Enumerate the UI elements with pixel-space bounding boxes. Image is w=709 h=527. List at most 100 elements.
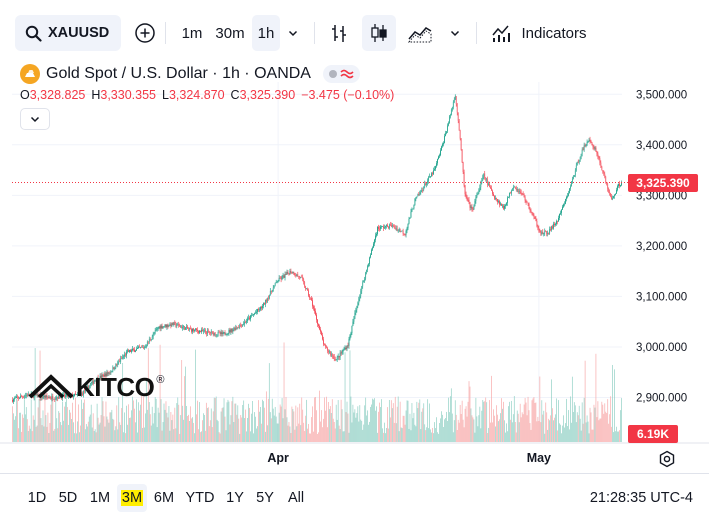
range-1d-button[interactable]: 1D (22, 484, 52, 512)
candle-body (299, 276, 301, 279)
range-5y-button[interactable]: 5Y (252, 484, 278, 512)
candle-body (147, 341, 149, 343)
symbol-search-button[interactable]: XAUUSD (15, 15, 121, 51)
range-1y-button[interactable]: 1Y (222, 484, 248, 512)
candle-body (309, 295, 310, 298)
candle-body (521, 193, 523, 194)
volume-bar (142, 427, 143, 442)
candle-body (591, 142, 593, 146)
candle-body (183, 326, 185, 327)
candle-body (448, 122, 449, 126)
market-status-pill[interactable] (322, 65, 360, 83)
candle-body (487, 179, 489, 185)
candle-body (562, 206, 563, 210)
volume-bar (126, 405, 127, 442)
volume-bar (62, 401, 64, 442)
volume-bar (271, 398, 273, 442)
volume-bar (21, 431, 22, 442)
volume-bar (134, 408, 135, 442)
volume-bar (425, 430, 427, 442)
chart-style-dropdown-button[interactable] (444, 15, 466, 51)
volume-bar (240, 415, 242, 442)
legend-collapse-button[interactable] (20, 108, 50, 130)
volume-bar (131, 410, 132, 442)
candle-body (268, 295, 270, 299)
volume-bar (207, 407, 209, 442)
candle-body (120, 358, 122, 362)
candle-body (282, 275, 284, 277)
volume-bar (496, 405, 497, 442)
time-zone-clock[interactable]: 21:28:35 UTC-4 (590, 484, 693, 512)
candle-body (613, 196, 614, 199)
candle-body (125, 354, 126, 356)
candle-body (488, 183, 490, 185)
candle-body (218, 332, 220, 333)
candle-body (264, 302, 265, 305)
volume-bar (408, 428, 410, 442)
volume-bar (470, 408, 472, 442)
volume-bar (487, 432, 489, 442)
volume-bar (459, 404, 461, 442)
candle-body (112, 367, 114, 372)
compare-symbol-button[interactable] (129, 15, 161, 51)
volume-bar (572, 412, 574, 442)
candle-body (13, 399, 14, 402)
interval-dropdown-button[interactable] (282, 15, 304, 51)
volume-bar (410, 430, 412, 442)
range-5d-button[interactable]: 5D (54, 484, 82, 512)
candle-body (594, 147, 596, 149)
volume-bar (364, 405, 366, 442)
candle-body (294, 274, 296, 276)
candle-body (403, 233, 405, 235)
range-all-button[interactable]: All (282, 484, 310, 512)
volume-bar (143, 396, 144, 442)
range-ytd-button[interactable]: YTD (182, 484, 218, 512)
candles-style-button[interactable] (362, 15, 396, 51)
interval-1h-button[interactable]: 1h (252, 15, 280, 51)
candle-body (475, 197, 477, 201)
candle-body (222, 332, 224, 335)
candle-body (171, 322, 173, 327)
candle-body (575, 165, 577, 171)
volume-bar (283, 342, 285, 442)
volume-bar (476, 416, 478, 442)
interval-30m-button[interactable]: 30m (211, 15, 249, 51)
bars-style-button[interactable] (322, 15, 356, 51)
candle-body (193, 328, 194, 331)
volume-bar (583, 397, 585, 442)
candle-body (214, 332, 216, 335)
range-1m-button[interactable]: 1M (85, 484, 115, 512)
chart-settings-button[interactable] (656, 448, 678, 470)
volume-bar (59, 412, 61, 442)
volume-bar (99, 422, 101, 442)
range-3m-button[interactable]: 3M (117, 484, 147, 512)
volume-bar (123, 432, 125, 442)
volume-bar (250, 431, 251, 442)
volume-bar (387, 428, 389, 442)
area-style-button[interactable] (402, 15, 438, 51)
volume-bar (320, 421, 321, 442)
indicators-button[interactable]: Indicators (484, 15, 594, 51)
volume-bar (266, 425, 268, 442)
price-axis[interactable]: 2,900.000 3,000.000 3,100.000 3,200.000 3,30… (636, 89, 687, 404)
range-6m-button[interactable]: 6M (150, 484, 178, 512)
candle-body (430, 176, 431, 177)
candle-body (418, 193, 420, 195)
kitco-logo-icon (28, 374, 74, 399)
candle-body (435, 166, 436, 170)
volume-bar (422, 408, 424, 442)
volume-bar (424, 424, 426, 442)
volume-bar (222, 407, 224, 442)
candle-body (114, 368, 116, 370)
candle-body (458, 120, 460, 131)
time-axis[interactable]: Apr May (267, 451, 551, 465)
interval-1m-button[interactable]: 1m (176, 15, 208, 51)
volume-bar (209, 420, 211, 442)
candle-body (476, 194, 478, 198)
candle-body (177, 324, 179, 326)
volume-bar (363, 424, 365, 442)
volume-bar (268, 363, 270, 442)
candle-body (99, 375, 101, 380)
volume-bar (466, 416, 468, 442)
